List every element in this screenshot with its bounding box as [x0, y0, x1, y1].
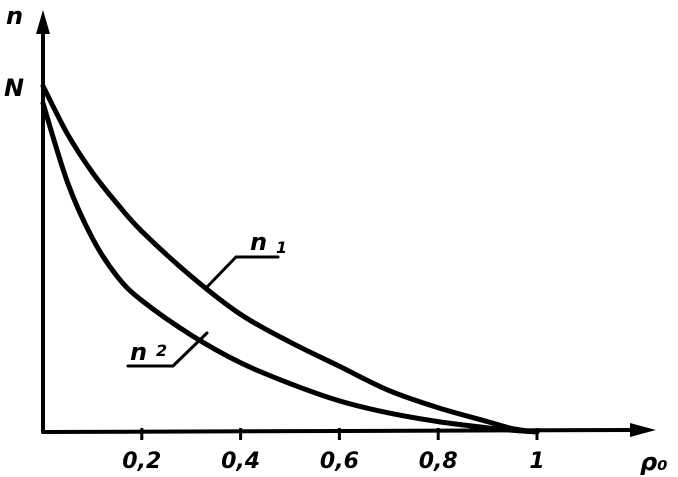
x-tick-label: 0,8 — [419, 449, 458, 474]
y-axis — [36, 10, 50, 434]
series-line-2 — [40, 100, 540, 435]
x-axis-label: ρ₀ — [640, 448, 668, 476]
y-axis-arrow-icon — [36, 10, 50, 34]
x-ticks: 0,2 0,4 0,6 0,8 1 — [122, 428, 545, 474]
series-lines — [40, 83, 540, 435]
x-axis — [41, 423, 656, 437]
x-axis-arrow-icon — [630, 423, 656, 437]
series-leader-line — [205, 255, 280, 289]
series-label-2: n — [130, 338, 147, 366]
y-max-label: N — [4, 74, 24, 102]
series-line-1 — [40, 83, 540, 435]
y-axis-label: n — [6, 2, 23, 30]
series-leader-line — [126, 331, 209, 368]
x-tick-label: 0,6 — [320, 449, 359, 474]
series-label-subscript: 2 — [156, 341, 167, 360]
x-tick-label: 1 — [529, 449, 544, 474]
series-label-1: n — [250, 228, 267, 256]
series-labels: n 1n 2 — [126, 228, 287, 368]
x-tick-label: 0,2 — [122, 449, 161, 474]
x-tick-label: 0,4 — [221, 449, 260, 474]
series-label-subscript: 1 — [276, 238, 287, 257]
